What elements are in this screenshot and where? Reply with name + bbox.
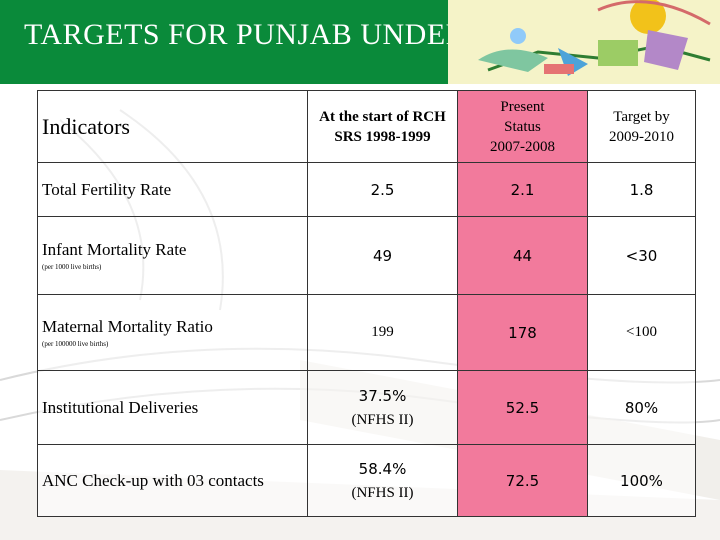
- indicator-note: (per 100000 live births): [42, 340, 109, 348]
- start-value: 58.4%: [358, 459, 407, 478]
- indicator-cell: Institutional Deliveries: [37, 370, 308, 445]
- start-value: 37.5%: [358, 386, 407, 405]
- start-value-cell: 58.4% (NFHS II): [307, 444, 458, 517]
- present-value: 72.5: [457, 444, 588, 517]
- target-value: 1.8: [587, 162, 696, 217]
- indicator-label: Infant Mortality Rate: [42, 240, 187, 259]
- title-banner: TARGETS FOR PUNJAB UNDER NRHM: [0, 0, 720, 84]
- column-header-target: Target by 2009-2010: [587, 90, 696, 163]
- start-source: (NFHS II): [351, 411, 414, 428]
- column-header-target-line1: Target by: [613, 108, 670, 125]
- start-value: 49: [307, 216, 458, 295]
- target-value: <30: [587, 216, 696, 295]
- start-source: (NFHS II): [351, 484, 414, 501]
- column-header-present-line2: Status: [504, 118, 541, 135]
- table-row: Maternal Mortality Ratio (per 100000 liv…: [37, 294, 696, 371]
- start-value-cell: 37.5% (NFHS II): [307, 370, 458, 445]
- table-header-row: Indicators At the start of RCH SRS 1998-…: [37, 90, 696, 163]
- column-header-start-line2: SRS 1998-1999: [334, 128, 431, 145]
- nrhm-logo: [448, 0, 720, 84]
- column-header-start-line1: At the start of RCH: [319, 108, 446, 125]
- target-value: 80%: [587, 370, 696, 445]
- present-value: 44: [457, 216, 588, 295]
- column-header-present: Present Status 2007-2008: [457, 90, 588, 163]
- indicator-label: Maternal Mortality Ratio: [42, 317, 213, 336]
- target-value: <100: [587, 294, 696, 371]
- indicator-cell: Infant Mortality Rate (per 1000 live bir…: [37, 216, 308, 295]
- start-value: 2.5: [307, 162, 458, 217]
- present-value: 52.5: [457, 370, 588, 445]
- targets-table: Indicators At the start of RCH SRS 1998-…: [37, 90, 696, 517]
- column-header-start: At the start of RCH SRS 1998-1999: [307, 90, 458, 163]
- present-value: 2.1: [457, 162, 588, 217]
- column-header-present-line1: Present: [500, 98, 545, 115]
- column-header-target-line2: 2009-2010: [609, 128, 674, 145]
- table-row: ANC Check-up with 03 contacts 58.4% (NFH…: [37, 444, 696, 517]
- indicator-note: (per 1000 live births): [42, 263, 102, 271]
- indicator-cell: Total Fertility Rate: [37, 162, 308, 217]
- target-value: 100%: [587, 444, 696, 517]
- start-value: 199: [307, 294, 458, 371]
- indicator-cell: Maternal Mortality Ratio (per 100000 liv…: [37, 294, 308, 371]
- column-header-present-line3: 2007-2008: [490, 138, 555, 155]
- column-header-indicators: Indicators: [37, 90, 308, 163]
- indicator-label: Total Fertility Rate: [42, 179, 172, 199]
- table-row: Institutional Deliveries 37.5% (NFHS II)…: [37, 370, 696, 445]
- present-value: 178: [457, 294, 588, 371]
- table-row: Infant Mortality Rate (per 1000 live bir…: [37, 216, 696, 295]
- table-row: Total Fertility Rate 2.5 2.1 1.8: [37, 162, 696, 217]
- indicator-label: ANC Check-up with 03 contacts: [42, 470, 264, 490]
- indicator-label: Institutional Deliveries: [42, 397, 199, 417]
- indicator-cell: ANC Check-up with 03 contacts: [37, 444, 308, 517]
